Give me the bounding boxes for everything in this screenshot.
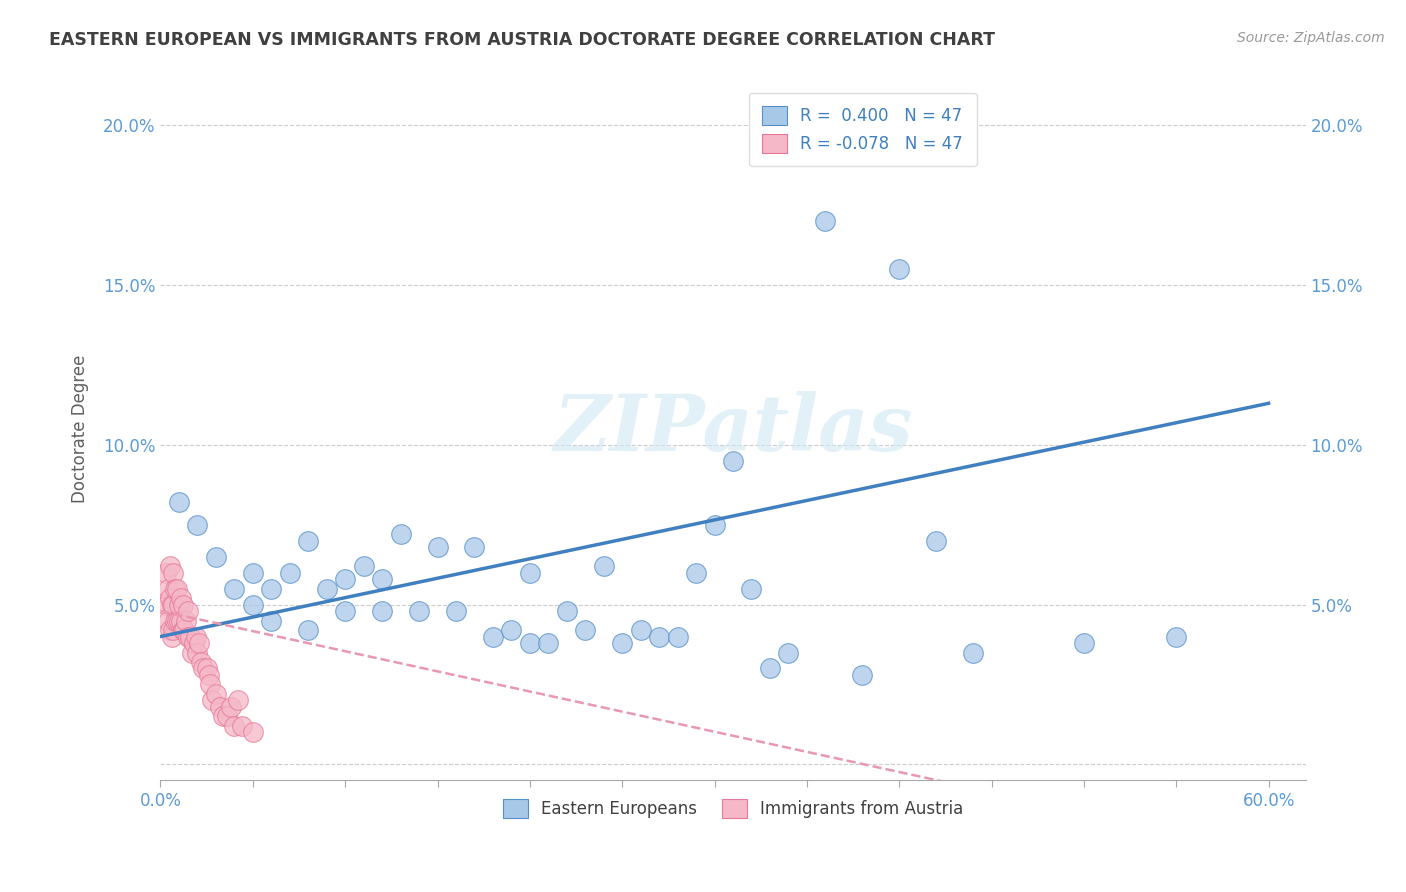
Point (703, 517, 725, 532)
Point (177, 630, 200, 644)
Point (814, 214, 837, 228)
Point (371, 604, 394, 618)
Point (851, 668, 873, 682)
Point (201, 693, 224, 707)
Text: EASTERN EUROPEAN VS IMMIGRANTS FROM AUSTRIA DOCTORATE DEGREE CORRELATION CHART: EASTERN EUROPEAN VS IMMIGRANTS FROM AUST… (49, 31, 995, 49)
Point (278, 566, 301, 580)
Point (224, 582, 246, 596)
Point (173, 623, 195, 637)
Point (592, 559, 614, 574)
Point (183, 636, 205, 650)
Point (297, 623, 319, 637)
Point (180, 646, 202, 660)
Y-axis label: Doctorate Degree: Doctorate Degree (72, 355, 89, 503)
Point (612, 636, 634, 650)
Point (160, 598, 183, 612)
Point (162, 623, 184, 637)
Point (179, 630, 201, 644)
Point (1166, 630, 1188, 644)
Point (205, 687, 228, 701)
Point (166, 614, 188, 628)
Point (195, 661, 218, 675)
Point (167, 598, 190, 612)
Point (260, 614, 283, 628)
Point (242, 566, 264, 580)
Point (333, 604, 356, 618)
Point (159, 559, 181, 574)
Point (155, 598, 177, 612)
Point (226, 693, 249, 707)
Point (925, 533, 948, 548)
Point (176, 614, 198, 628)
Point (215, 709, 238, 723)
Point (444, 604, 467, 618)
Point (160, 630, 183, 644)
Point (482, 630, 505, 644)
Point (197, 668, 219, 682)
Point (519, 566, 541, 580)
Point (162, 566, 184, 580)
Point (156, 582, 179, 596)
Point (371, 572, 394, 586)
Point (184, 630, 207, 644)
Point (666, 630, 689, 644)
Point (555, 604, 578, 618)
Text: Source: ZipAtlas.com: Source: ZipAtlas.com (1237, 31, 1385, 45)
Point (519, 636, 541, 650)
Point (159, 623, 181, 637)
Point (574, 623, 596, 637)
Point (333, 572, 356, 586)
Point (172, 598, 194, 612)
Point (224, 719, 246, 733)
Point (186, 646, 208, 660)
Point (685, 566, 707, 580)
Point (208, 699, 231, 714)
Point (426, 540, 449, 554)
Point (242, 725, 264, 739)
Point (889, 262, 911, 277)
Point (165, 582, 187, 596)
Point (155, 566, 177, 580)
Point (1073, 636, 1095, 650)
Point (191, 661, 214, 675)
Point (648, 630, 671, 644)
Text: ZIPatlas: ZIPatlas (554, 391, 912, 467)
Point (231, 719, 253, 733)
Point (165, 614, 187, 628)
Point (186, 517, 208, 532)
Point (170, 614, 193, 628)
Point (630, 623, 652, 637)
Point (408, 604, 430, 618)
Point (177, 604, 200, 618)
Point (205, 549, 228, 564)
Point (297, 533, 319, 548)
Point (159, 591, 181, 606)
Point (778, 646, 800, 660)
Point (190, 655, 212, 669)
Point (172, 623, 194, 637)
Point (156, 614, 179, 628)
Point (389, 527, 412, 541)
Point (212, 709, 235, 723)
Point (315, 582, 337, 596)
Point (162, 598, 184, 612)
Point (219, 699, 242, 714)
Point (740, 582, 762, 596)
Point (962, 646, 984, 660)
Point (260, 582, 283, 596)
Point (242, 598, 264, 612)
Point (200, 677, 222, 691)
Point (537, 636, 560, 650)
Point (167, 495, 190, 509)
Point (167, 614, 190, 628)
Legend: Eastern Europeans, Immigrants from Austria: Eastern Europeans, Immigrants from Austr… (496, 792, 970, 825)
Point (170, 591, 193, 606)
Point (501, 623, 523, 637)
Point (188, 636, 211, 650)
Point (166, 582, 188, 596)
Point (463, 540, 485, 554)
Point (759, 661, 782, 675)
Point (353, 559, 375, 574)
Point (721, 454, 744, 468)
